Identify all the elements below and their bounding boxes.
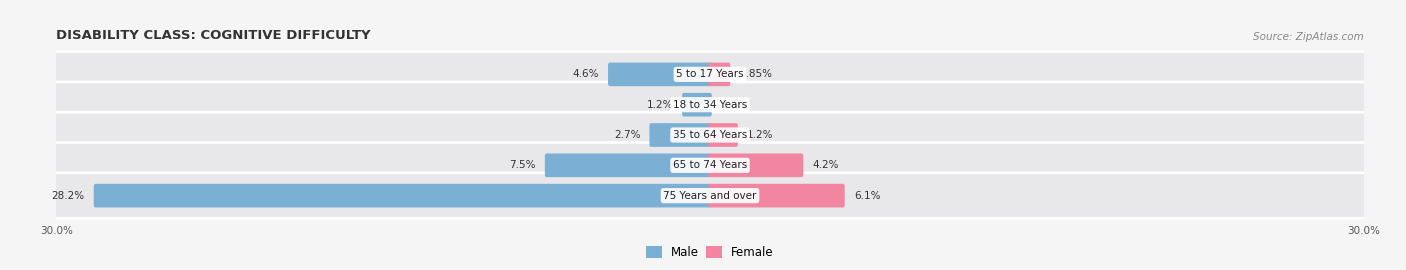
Text: 18 to 34 Years: 18 to 34 Years bbox=[673, 100, 747, 110]
FancyBboxPatch shape bbox=[44, 52, 1376, 97]
Text: 1.2%: 1.2% bbox=[647, 100, 673, 110]
FancyBboxPatch shape bbox=[709, 63, 730, 86]
FancyBboxPatch shape bbox=[607, 63, 711, 86]
FancyBboxPatch shape bbox=[650, 123, 711, 147]
FancyBboxPatch shape bbox=[682, 93, 711, 117]
FancyBboxPatch shape bbox=[44, 173, 1376, 218]
Text: 0.85%: 0.85% bbox=[740, 69, 772, 79]
FancyBboxPatch shape bbox=[94, 184, 711, 207]
FancyBboxPatch shape bbox=[44, 82, 1376, 127]
FancyBboxPatch shape bbox=[709, 184, 845, 207]
Text: 75 Years and over: 75 Years and over bbox=[664, 191, 756, 201]
Text: 7.5%: 7.5% bbox=[509, 160, 536, 170]
Text: 6.1%: 6.1% bbox=[853, 191, 880, 201]
FancyBboxPatch shape bbox=[709, 153, 803, 177]
Text: 4.2%: 4.2% bbox=[813, 160, 839, 170]
Text: 0.0%: 0.0% bbox=[721, 100, 747, 110]
Text: 65 to 74 Years: 65 to 74 Years bbox=[673, 160, 747, 170]
Text: 35 to 64 Years: 35 to 64 Years bbox=[673, 130, 747, 140]
Text: Source: ZipAtlas.com: Source: ZipAtlas.com bbox=[1253, 32, 1364, 42]
Text: 4.6%: 4.6% bbox=[572, 69, 599, 79]
FancyBboxPatch shape bbox=[546, 153, 711, 177]
FancyBboxPatch shape bbox=[44, 143, 1376, 188]
FancyBboxPatch shape bbox=[44, 112, 1376, 158]
FancyBboxPatch shape bbox=[709, 123, 738, 147]
Text: 2.7%: 2.7% bbox=[614, 130, 640, 140]
Text: 5 to 17 Years: 5 to 17 Years bbox=[676, 69, 744, 79]
Legend: Male, Female: Male, Female bbox=[641, 241, 779, 264]
Text: DISABILITY CLASS: COGNITIVE DIFFICULTY: DISABILITY CLASS: COGNITIVE DIFFICULTY bbox=[56, 29, 371, 42]
Text: 1.2%: 1.2% bbox=[747, 130, 773, 140]
Text: 28.2%: 28.2% bbox=[52, 191, 84, 201]
